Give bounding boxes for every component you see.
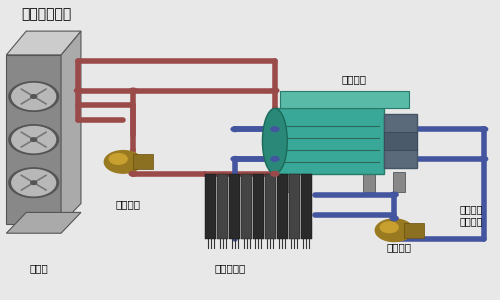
Circle shape [9, 168, 58, 198]
Circle shape [12, 127, 56, 153]
FancyBboxPatch shape [265, 174, 276, 239]
Circle shape [30, 181, 36, 184]
Circle shape [30, 95, 36, 98]
Circle shape [271, 88, 279, 93]
FancyBboxPatch shape [206, 174, 216, 239]
Circle shape [480, 157, 488, 161]
Circle shape [231, 127, 239, 132]
Circle shape [129, 88, 137, 93]
Polygon shape [61, 31, 81, 224]
Text: 冷冻水泵: 冷冻水泵 [386, 242, 411, 253]
FancyBboxPatch shape [253, 174, 264, 239]
Circle shape [376, 219, 413, 242]
Text: 板式换热器: 板式换热器 [214, 263, 246, 273]
FancyBboxPatch shape [229, 174, 240, 239]
Circle shape [271, 157, 279, 161]
Circle shape [271, 127, 279, 132]
Polygon shape [6, 212, 81, 233]
Polygon shape [6, 31, 81, 55]
Text: 冷水机组: 冷水机组 [342, 75, 367, 85]
Circle shape [231, 157, 239, 161]
Circle shape [9, 82, 58, 111]
Text: 送至机房
水冷设备: 送至机房 水冷设备 [460, 204, 483, 226]
Ellipse shape [262, 108, 287, 174]
FancyBboxPatch shape [275, 108, 384, 174]
FancyBboxPatch shape [217, 174, 228, 239]
Circle shape [480, 127, 488, 132]
Circle shape [30, 138, 36, 141]
Polygon shape [6, 55, 61, 224]
FancyBboxPatch shape [384, 114, 416, 168]
FancyBboxPatch shape [384, 132, 416, 150]
Text: 冷却水泵: 冷却水泵 [116, 200, 140, 209]
Circle shape [110, 154, 127, 164]
Text: 原理图如下：: 原理图如下： [22, 7, 72, 21]
Circle shape [9, 125, 58, 154]
FancyBboxPatch shape [404, 223, 424, 238]
FancyBboxPatch shape [133, 154, 153, 169]
FancyBboxPatch shape [289, 174, 300, 239]
Circle shape [12, 83, 56, 110]
FancyBboxPatch shape [300, 174, 312, 239]
Circle shape [271, 171, 279, 176]
Circle shape [74, 88, 82, 93]
FancyBboxPatch shape [364, 172, 376, 192]
FancyBboxPatch shape [393, 172, 405, 192]
Circle shape [104, 151, 142, 173]
FancyBboxPatch shape [241, 174, 252, 239]
Circle shape [129, 171, 137, 176]
Circle shape [390, 216, 398, 221]
Circle shape [390, 192, 398, 197]
FancyBboxPatch shape [277, 174, 288, 239]
FancyBboxPatch shape [280, 91, 409, 108]
Circle shape [380, 222, 398, 232]
Text: 冷却塔: 冷却塔 [30, 263, 48, 273]
FancyBboxPatch shape [284, 172, 296, 192]
Circle shape [12, 169, 56, 196]
